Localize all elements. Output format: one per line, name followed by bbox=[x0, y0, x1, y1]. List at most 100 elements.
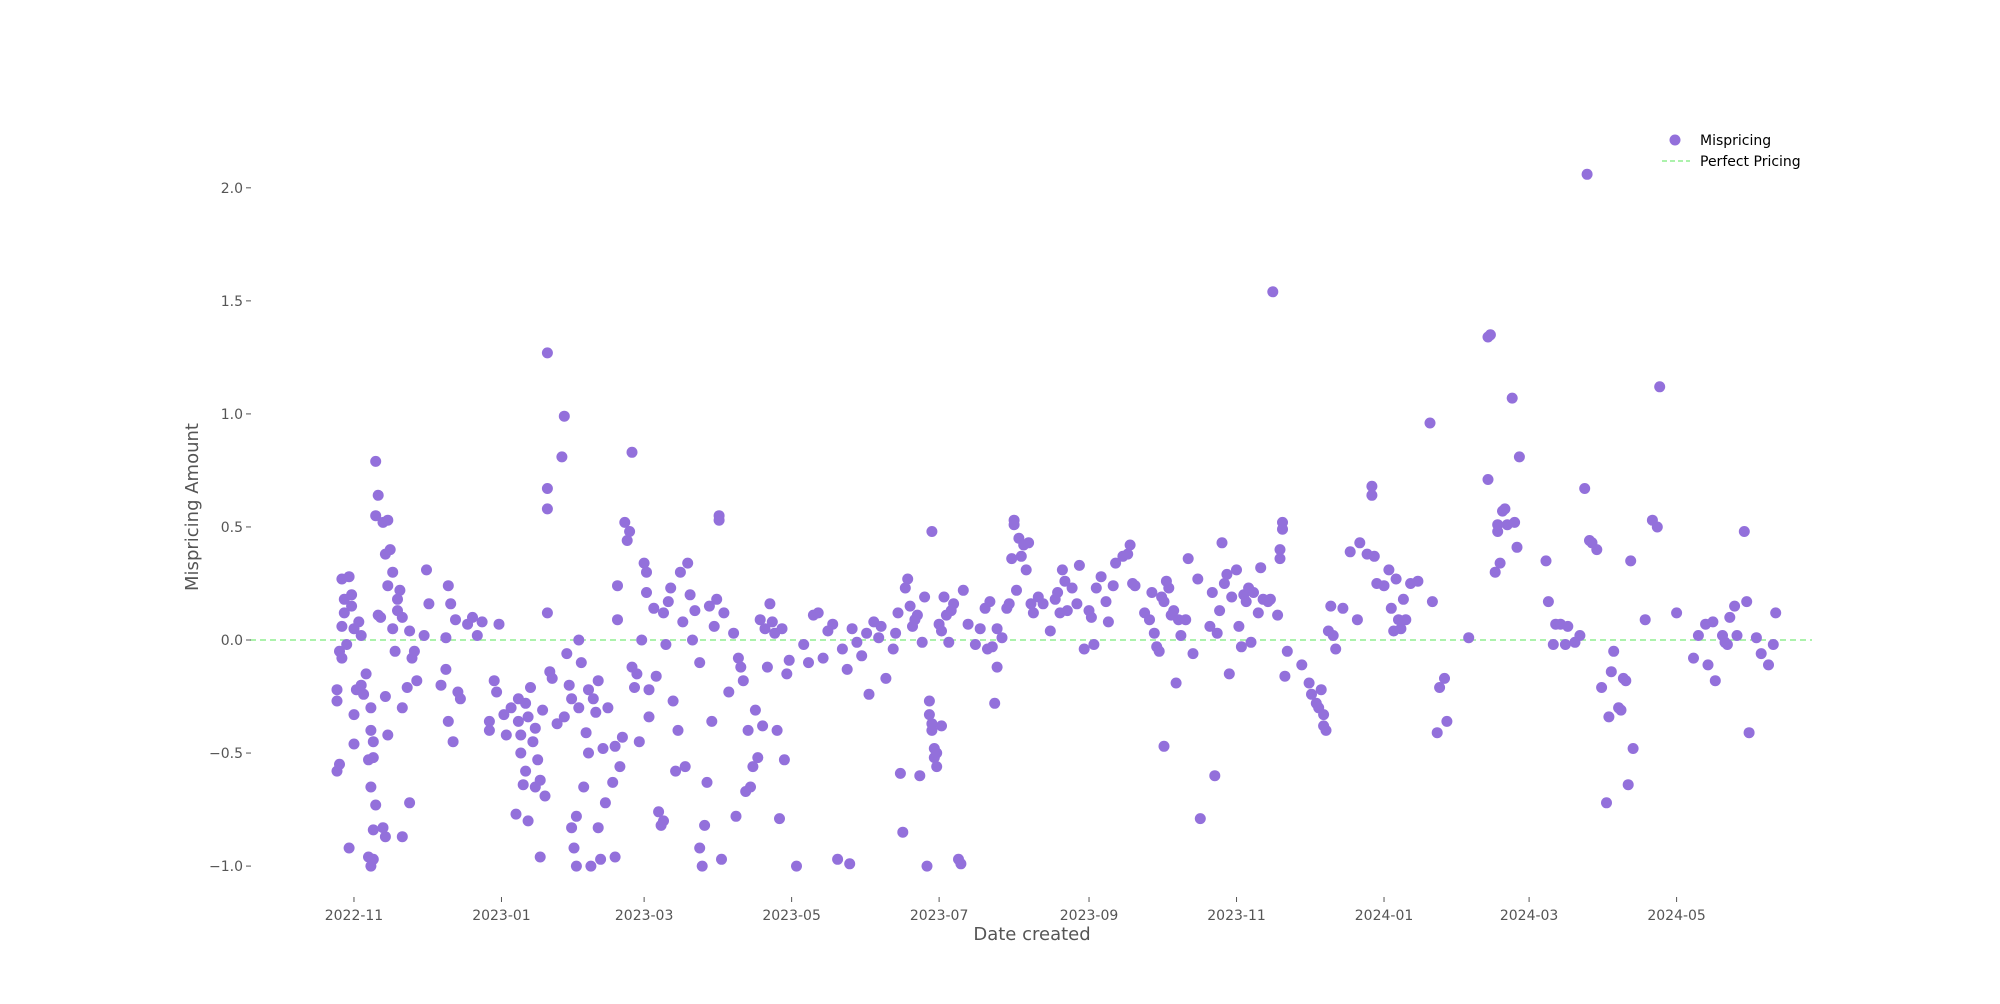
data-point bbox=[382, 729, 394, 741]
data-point bbox=[1484, 329, 1496, 341]
data-point bbox=[592, 822, 604, 834]
data-point bbox=[798, 639, 810, 650]
data-point bbox=[957, 584, 969, 596]
data-point bbox=[841, 663, 853, 675]
data-point bbox=[718, 607, 730, 619]
data-point bbox=[387, 566, 399, 578]
data-point bbox=[1279, 670, 1291, 682]
data-point bbox=[609, 851, 621, 863]
data-point bbox=[996, 632, 1008, 644]
data-point bbox=[1509, 516, 1521, 528]
data-point bbox=[1056, 564, 1068, 576]
data-point bbox=[728, 627, 740, 639]
data-point bbox=[1003, 598, 1015, 610]
data-point bbox=[522, 815, 534, 827]
data-point bbox=[379, 691, 391, 702]
data-point bbox=[382, 580, 394, 592]
data-point bbox=[346, 600, 358, 612]
data-point bbox=[396, 831, 408, 843]
data-point bbox=[677, 616, 689, 628]
data-point bbox=[348, 738, 360, 750]
data-point bbox=[1248, 587, 1259, 598]
data-point bbox=[636, 634, 648, 646]
data-point bbox=[873, 632, 885, 644]
data-point bbox=[517, 779, 529, 791]
data-point bbox=[440, 632, 452, 644]
y-tick-label: 0.5 bbox=[221, 520, 243, 536]
data-point bbox=[510, 808, 522, 820]
data-point bbox=[578, 781, 590, 793]
data-point bbox=[515, 729, 527, 741]
data-point bbox=[1296, 659, 1308, 671]
data-point bbox=[621, 535, 633, 546]
data-point bbox=[1252, 607, 1264, 619]
data-point bbox=[541, 607, 553, 619]
data-point bbox=[955, 858, 967, 870]
data-point bbox=[1194, 813, 1206, 825]
data-point bbox=[520, 765, 532, 777]
data-point bbox=[404, 625, 416, 637]
data-point bbox=[1596, 682, 1608, 693]
data-point bbox=[658, 607, 669, 619]
data-point bbox=[1671, 607, 1683, 619]
x-tick-label: 2024-01 bbox=[1355, 908, 1414, 924]
data-point bbox=[803, 657, 814, 669]
legend-marker-mispricing bbox=[1669, 134, 1681, 146]
data-point bbox=[1187, 648, 1199, 660]
data-point bbox=[587, 693, 599, 705]
data-point bbox=[757, 720, 769, 732]
data-point bbox=[948, 598, 960, 610]
data-point bbox=[754, 614, 766, 626]
data-point bbox=[974, 623, 986, 635]
data-point bbox=[699, 819, 711, 831]
data-point bbox=[706, 715, 718, 727]
data-point bbox=[1158, 740, 1170, 752]
data-point bbox=[1325, 600, 1337, 612]
data-point bbox=[921, 860, 933, 872]
data-point bbox=[551, 718, 563, 730]
data-point bbox=[476, 616, 488, 628]
data-point bbox=[355, 679, 367, 691]
data-point bbox=[471, 630, 483, 641]
data-point bbox=[1315, 684, 1327, 696]
data-point bbox=[923, 709, 935, 721]
data-point bbox=[735, 661, 747, 673]
data-point bbox=[1511, 541, 1523, 553]
data-point bbox=[1424, 417, 1436, 429]
data-point bbox=[450, 614, 461, 626]
data-point bbox=[387, 623, 399, 635]
data-point bbox=[1216, 537, 1228, 549]
data-point bbox=[1741, 596, 1753, 608]
data-point bbox=[732, 652, 744, 664]
data-point bbox=[716, 853, 727, 865]
y-tick-label: 2.0 bbox=[221, 181, 243, 197]
data-point bbox=[360, 668, 372, 680]
data-point bbox=[1426, 596, 1438, 608]
data-point bbox=[592, 675, 604, 687]
data-point bbox=[595, 853, 607, 865]
data-point bbox=[404, 797, 416, 809]
data-point bbox=[667, 695, 679, 707]
data-point bbox=[938, 591, 950, 603]
data-point bbox=[899, 582, 911, 594]
data-point bbox=[1122, 548, 1134, 560]
data-point bbox=[500, 729, 512, 741]
data-point bbox=[447, 736, 459, 748]
x-tick-label: 2023-05 bbox=[762, 908, 821, 924]
data-point bbox=[442, 715, 454, 727]
data-point bbox=[527, 736, 539, 748]
data-point bbox=[936, 625, 947, 637]
data-point bbox=[583, 747, 594, 759]
data-point bbox=[365, 781, 377, 793]
data-point bbox=[1107, 580, 1119, 592]
data-point bbox=[1601, 797, 1612, 809]
data-point bbox=[936, 720, 947, 732]
data-point bbox=[1226, 591, 1238, 603]
data-point bbox=[1707, 616, 1719, 628]
data-point bbox=[778, 754, 790, 766]
data-point bbox=[336, 620, 348, 632]
data-point bbox=[1163, 582, 1175, 594]
data-point bbox=[902, 573, 914, 585]
data-point bbox=[1615, 704, 1627, 716]
